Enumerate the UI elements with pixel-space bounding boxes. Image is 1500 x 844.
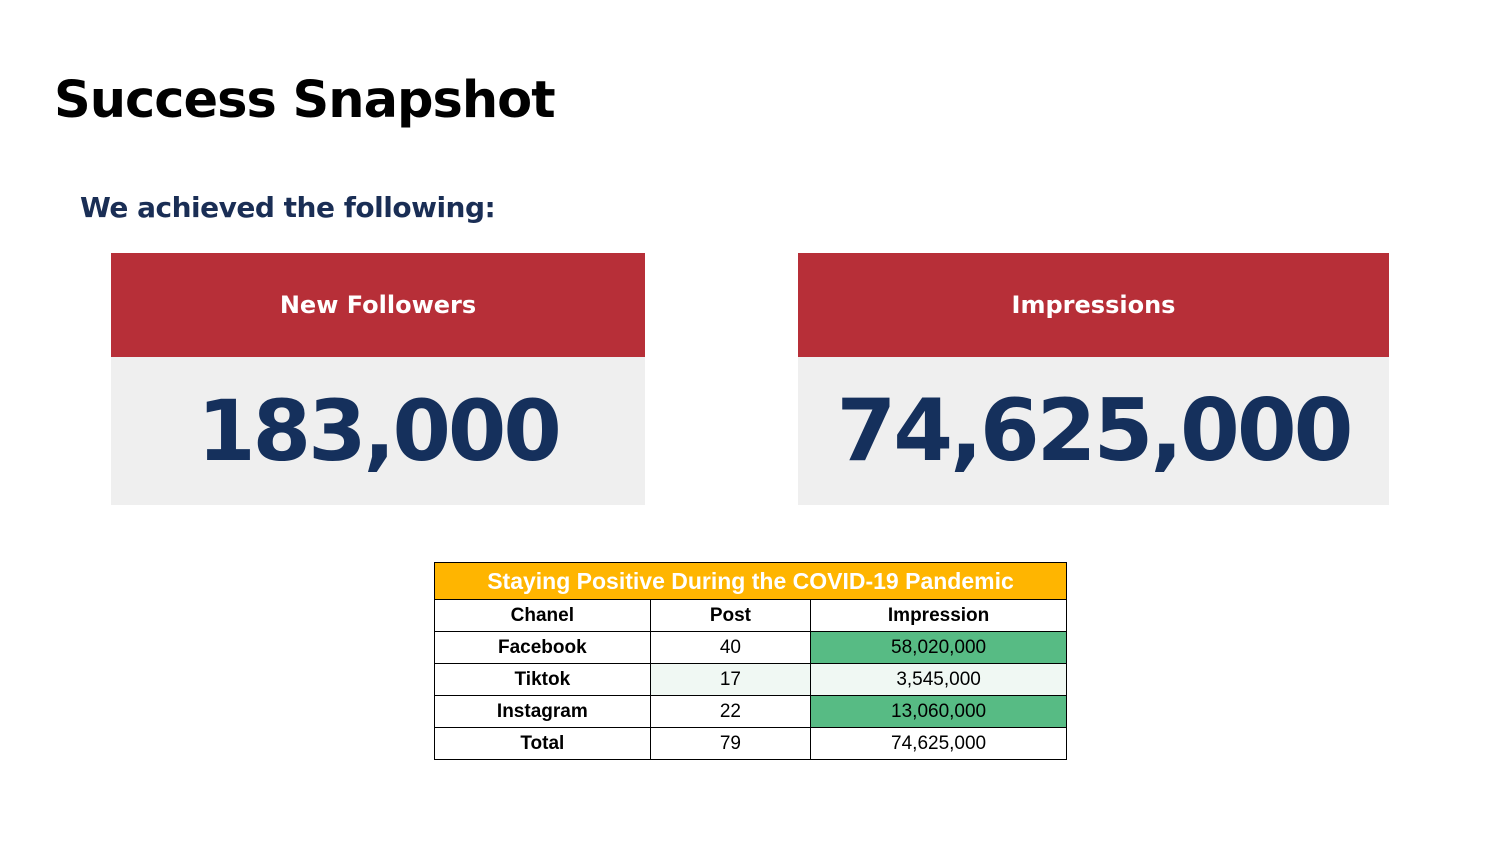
channel-impressions-table: Staying Positive During the COVID-19 Pan…	[434, 562, 1067, 760]
channel-cell: Instagram	[434, 695, 651, 728]
new-followers-card: New Followers 183,000	[111, 253, 645, 505]
channel-cell: Facebook	[434, 631, 651, 664]
impression-cell: 13,060,000	[810, 695, 1067, 728]
impression-cell: 74,625,000	[810, 727, 1067, 760]
table-title: Staying Positive During the COVID-19 Pan…	[434, 562, 1067, 600]
table-title-row: Staying Positive During the COVID-19 Pan…	[434, 562, 1067, 600]
column-header-chanel: Chanel	[434, 599, 651, 632]
impressions-label: Impressions	[798, 253, 1389, 357]
slide-title: Success Snapshot	[54, 71, 556, 130]
slide-subtitle: We achieved the following:	[80, 191, 496, 224]
impression-cell: 3,545,000	[810, 663, 1067, 696]
new-followers-value: 183,000	[197, 382, 562, 480]
column-header-post: Post	[649, 599, 812, 632]
post-cell: 40	[649, 631, 812, 664]
table-header-row: Chanel Post Impression	[434, 599, 1067, 632]
table-row: Facebook 40 58,020,000	[434, 631, 1067, 664]
table-total-row: Total 79 74,625,000	[434, 727, 1067, 760]
channel-cell: Total	[434, 727, 651, 760]
channel-cell: Tiktok	[434, 663, 651, 696]
post-cell: 17	[649, 663, 812, 696]
table-row: Instagram 22 13,060,000	[434, 695, 1067, 728]
table-row: Tiktok 17 3,545,000	[434, 663, 1067, 696]
new-followers-label: New Followers	[111, 253, 645, 357]
impression-cell: 58,020,000	[810, 631, 1067, 664]
column-header-impression: Impression	[810, 599, 1067, 632]
post-cell: 79	[649, 727, 812, 760]
impressions-value: 74,625,000	[836, 381, 1353, 481]
post-cell: 22	[649, 695, 812, 728]
impressions-card: Impressions 74,625,000	[798, 253, 1389, 505]
